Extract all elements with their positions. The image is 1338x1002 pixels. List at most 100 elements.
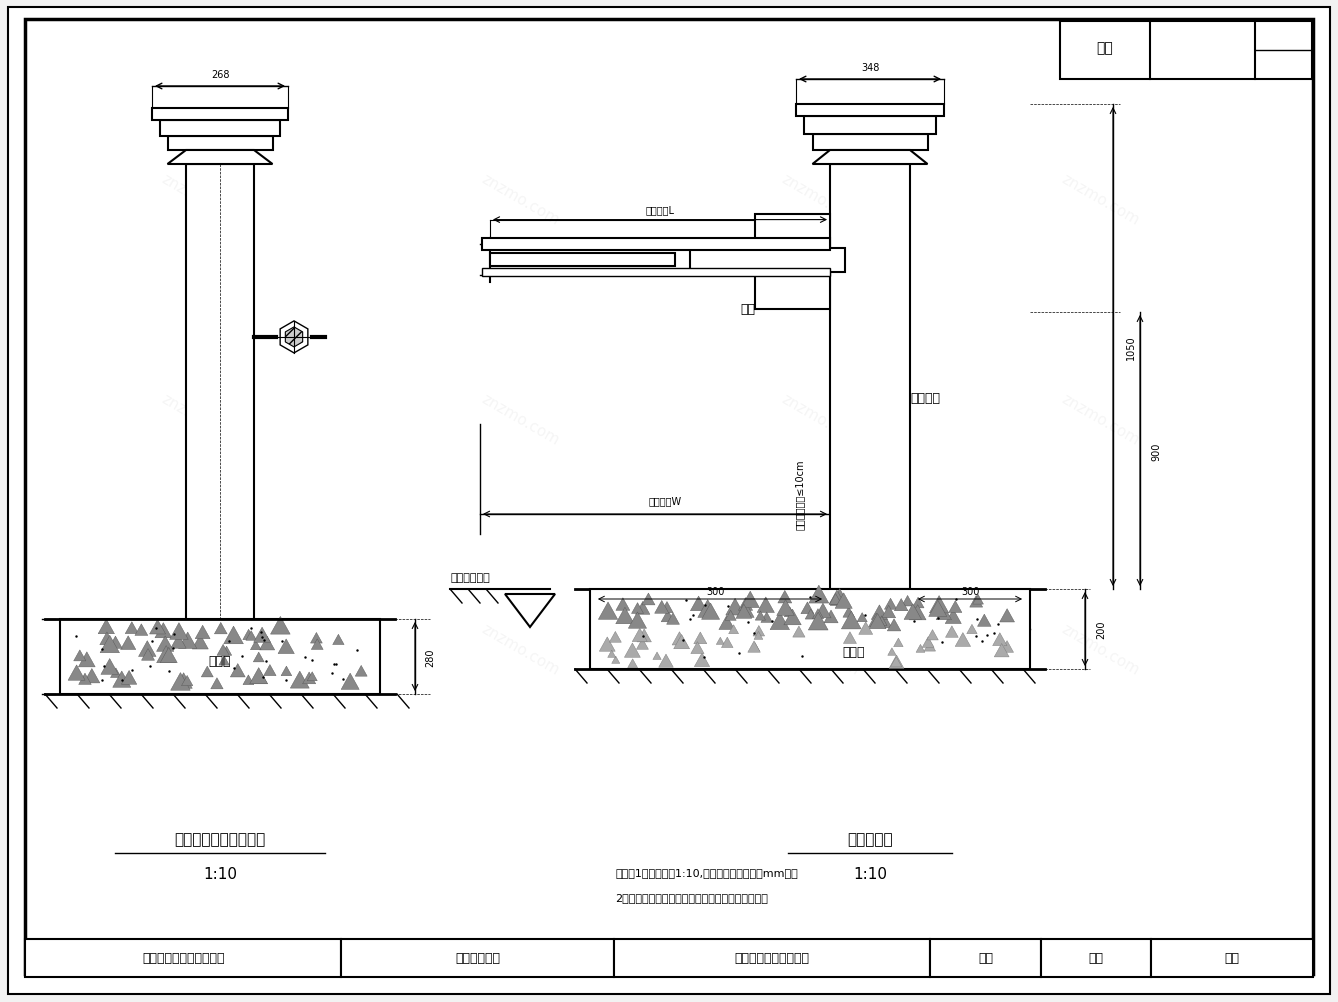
Text: 280: 280 xyxy=(425,647,435,666)
Polygon shape xyxy=(210,678,223,689)
Text: znzmo.com: znzmo.com xyxy=(479,621,562,677)
Polygon shape xyxy=(882,605,895,618)
Polygon shape xyxy=(830,594,842,604)
Text: 300: 300 xyxy=(961,586,979,596)
Polygon shape xyxy=(607,650,615,657)
Polygon shape xyxy=(629,612,646,628)
Text: 闸杆: 闸杆 xyxy=(740,303,755,316)
Polygon shape xyxy=(661,610,674,622)
Polygon shape xyxy=(955,633,970,647)
Polygon shape xyxy=(253,652,264,662)
Bar xyxy=(755,214,830,310)
Polygon shape xyxy=(632,603,644,614)
Polygon shape xyxy=(973,595,983,604)
Polygon shape xyxy=(628,659,638,668)
Polygon shape xyxy=(945,609,961,624)
Bar xyxy=(1041,939,1151,977)
Polygon shape xyxy=(611,656,619,663)
Polygon shape xyxy=(98,619,115,634)
Polygon shape xyxy=(155,623,171,638)
Polygon shape xyxy=(887,619,900,631)
Polygon shape xyxy=(784,607,795,617)
Text: znzmo.com: znzmo.com xyxy=(158,621,242,677)
Polygon shape xyxy=(1001,641,1014,652)
Polygon shape xyxy=(609,632,621,642)
Polygon shape xyxy=(170,623,189,640)
Polygon shape xyxy=(904,604,922,620)
Polygon shape xyxy=(917,644,925,652)
Polygon shape xyxy=(694,653,709,667)
Polygon shape xyxy=(246,631,257,640)
Polygon shape xyxy=(719,616,735,630)
Polygon shape xyxy=(949,601,962,613)
Polygon shape xyxy=(736,604,752,618)
Polygon shape xyxy=(222,646,231,655)
Bar xyxy=(1060,22,1313,80)
Text: 设计: 设计 xyxy=(978,952,993,965)
Polygon shape xyxy=(637,639,649,649)
Bar xyxy=(341,939,614,977)
Polygon shape xyxy=(615,598,630,611)
Polygon shape xyxy=(100,659,119,674)
Polygon shape xyxy=(725,610,736,620)
Polygon shape xyxy=(74,650,86,661)
Polygon shape xyxy=(690,642,704,654)
Polygon shape xyxy=(217,644,229,655)
Polygon shape xyxy=(150,620,166,634)
Polygon shape xyxy=(751,643,760,651)
Polygon shape xyxy=(84,668,100,683)
Polygon shape xyxy=(967,624,977,634)
Text: 设计单位或集成单位名称: 设计单位或集成单位名称 xyxy=(142,952,225,965)
Polygon shape xyxy=(757,597,775,613)
Polygon shape xyxy=(253,671,268,684)
Polygon shape xyxy=(927,630,938,640)
Polygon shape xyxy=(230,664,245,677)
Polygon shape xyxy=(79,673,91,684)
Polygon shape xyxy=(937,606,951,620)
Bar xyxy=(590,589,1030,669)
Polygon shape xyxy=(68,665,86,680)
Polygon shape xyxy=(264,665,276,676)
Polygon shape xyxy=(835,593,852,609)
Polygon shape xyxy=(201,666,213,677)
Polygon shape xyxy=(260,636,274,650)
Polygon shape xyxy=(721,637,733,648)
Bar xyxy=(186,165,254,619)
Text: 1:10: 1:10 xyxy=(203,867,237,882)
Polygon shape xyxy=(100,635,119,653)
Polygon shape xyxy=(308,672,317,681)
Polygon shape xyxy=(167,151,273,165)
Polygon shape xyxy=(341,673,359,689)
Polygon shape xyxy=(930,596,949,613)
Polygon shape xyxy=(270,617,290,634)
Bar xyxy=(25,939,341,977)
Polygon shape xyxy=(970,596,982,607)
Text: znzmo.com: znzmo.com xyxy=(1058,621,1141,677)
Polygon shape xyxy=(755,611,765,620)
Text: 道路宽度W: 道路宽度W xyxy=(649,496,681,505)
Polygon shape xyxy=(843,632,856,644)
Polygon shape xyxy=(748,641,760,652)
Polygon shape xyxy=(716,637,724,645)
Polygon shape xyxy=(598,602,618,619)
Polygon shape xyxy=(108,636,122,648)
Text: 268: 268 xyxy=(211,70,229,80)
Polygon shape xyxy=(157,646,175,663)
Text: 1050: 1050 xyxy=(1127,335,1136,360)
Polygon shape xyxy=(925,641,935,651)
Polygon shape xyxy=(178,632,197,649)
Text: 闸机侧面图（车道侧）: 闸机侧面图（车道侧） xyxy=(174,832,266,847)
Polygon shape xyxy=(868,613,884,627)
Polygon shape xyxy=(250,668,268,684)
Polygon shape xyxy=(642,593,656,605)
Bar xyxy=(796,105,945,117)
Polygon shape xyxy=(122,670,136,684)
Polygon shape xyxy=(946,626,958,637)
Text: 说明：1、图纸比例1:10,图中标注尺寸单位以mm计。: 说明：1、图纸比例1:10,图中标注尺寸单位以mm计。 xyxy=(615,867,797,877)
Polygon shape xyxy=(79,652,95,667)
Text: 200: 200 xyxy=(1096,620,1107,638)
Polygon shape xyxy=(281,666,292,676)
Text: 复核: 复核 xyxy=(1088,952,1104,965)
Polygon shape xyxy=(355,665,367,676)
Polygon shape xyxy=(697,600,717,618)
